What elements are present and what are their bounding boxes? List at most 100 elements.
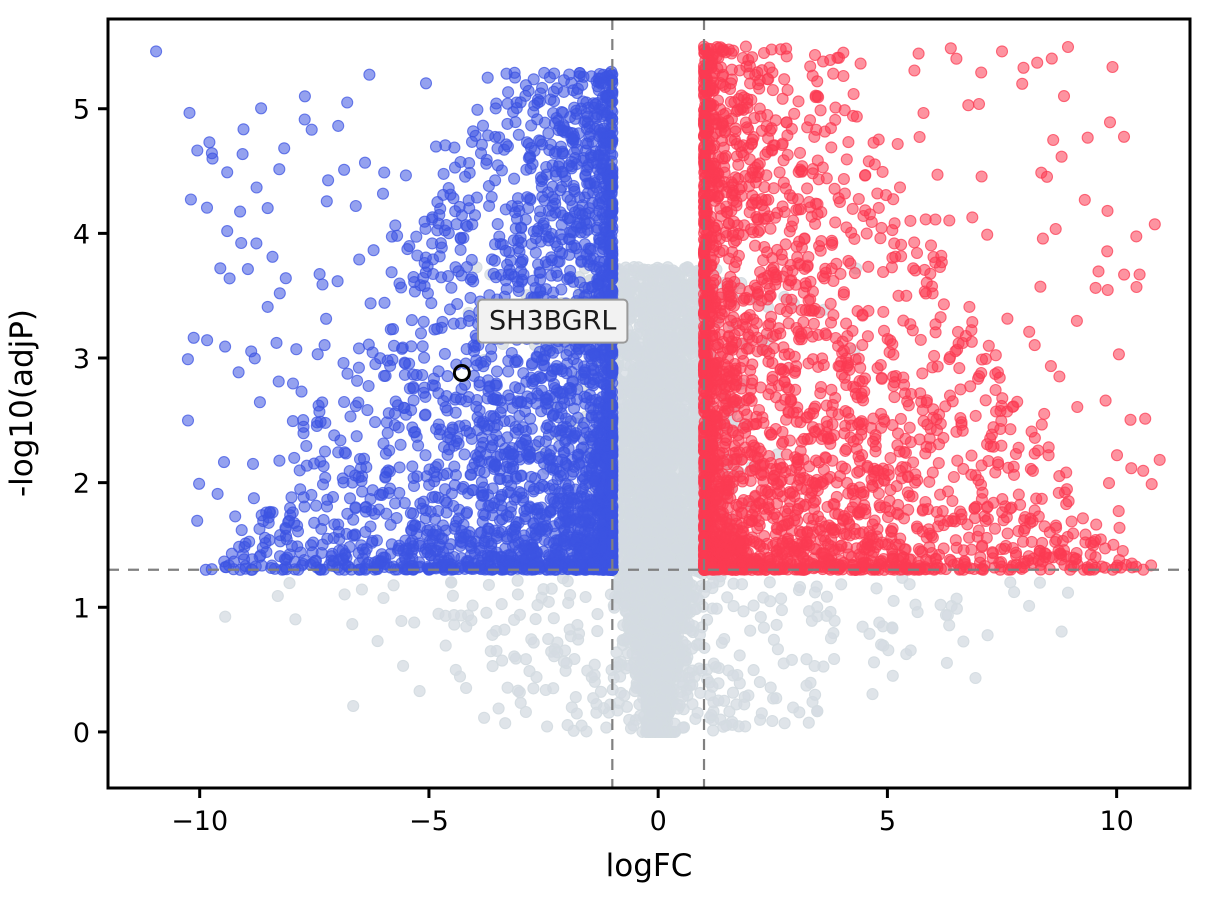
- scatter-point: [678, 328, 691, 341]
- scatter-point: [755, 707, 768, 720]
- scatter-point: [957, 635, 970, 648]
- scatter-point: [508, 613, 521, 626]
- scatter-point: [630, 434, 643, 447]
- scatter-point: [408, 616, 421, 629]
- scatter-point: [934, 598, 947, 611]
- scatter-point: [662, 399, 675, 412]
- scatter-point: [285, 491, 298, 504]
- scatter-point: [1004, 576, 1017, 589]
- scatter-point: [646, 420, 659, 433]
- scatter-point: [478, 711, 491, 724]
- scatter-point: [969, 671, 982, 685]
- scatter-point: [567, 724, 580, 737]
- scatter-point: [824, 632, 838, 645]
- scatter-point: [663, 552, 676, 565]
- scatter-point: [569, 691, 582, 704]
- scatter-point: [718, 694, 731, 707]
- scatter-point: [387, 579, 400, 592]
- scatter-point: [668, 630, 681, 643]
- scatter-point: [670, 698, 683, 711]
- scatter-point: [886, 669, 899, 682]
- scatter-point: [618, 435, 631, 449]
- scatter-point: [397, 659, 410, 672]
- scatter-point: [627, 719, 640, 732]
- scatter-point: [482, 578, 495, 591]
- scatter-point: [572, 627, 586, 640]
- scatter-point: [877, 639, 890, 652]
- scatter-point: [645, 720, 659, 734]
- scatter-point: [514, 696, 527, 709]
- scatter-point: [721, 591, 734, 604]
- scatter-point: [800, 653, 813, 666]
- scatter-point: [682, 671, 695, 685]
- scatter-point: [939, 608, 953, 622]
- scatter-point: [1061, 586, 1075, 599]
- scatter-point: [735, 578, 749, 591]
- scatter-point: [508, 650, 521, 663]
- scatter-point: [636, 466, 649, 479]
- scatter-point: [682, 617, 695, 630]
- scatter-point: [678, 530, 691, 543]
- scatter-point: [665, 345, 678, 358]
- scatter-point: [747, 599, 760, 612]
- scatter-point: [480, 606, 493, 619]
- scatter-point: [775, 604, 788, 617]
- scatter-point: [1055, 625, 1068, 638]
- scatter-point: [793, 581, 807, 594]
- scatter-point: [866, 688, 879, 701]
- scatter-point: [633, 320, 646, 333]
- scatter-point: [541, 720, 554, 733]
- scatter-point: [943, 619, 956, 632]
- scatter-point: [562, 596, 575, 609]
- scatter-point: [371, 635, 384, 648]
- scatter-point: [641, 445, 654, 458]
- scatter-point: [940, 656, 953, 669]
- scatter-point: [406, 460, 419, 473]
- scatter-point: [687, 313, 700, 326]
- scatter-point: [811, 705, 824, 718]
- scatter-point: [580, 725, 593, 738]
- scatter-point: [669, 543, 682, 556]
- scatter-point: [870, 582, 883, 595]
- scatter-point: [620, 700, 633, 713]
- scatter-point: [777, 657, 790, 670]
- scatter-point: [560, 657, 573, 670]
- scatter-point: [591, 608, 604, 621]
- scatter-point: [618, 599, 631, 612]
- scatter-point: [695, 664, 708, 677]
- scatter-point: [726, 686, 740, 699]
- scatter-point: [660, 613, 673, 626]
- scatter-point: [981, 629, 994, 642]
- scatter-point: [462, 609, 475, 622]
- scatter-point: [685, 551, 698, 564]
- scatter-point: [413, 685, 426, 698]
- scatter-point: [570, 707, 583, 720]
- scatter-point: [718, 632, 731, 646]
- scatter-point: [723, 705, 736, 718]
- scatter-point: [671, 432, 685, 445]
- scatter-point: [661, 669, 674, 682]
- scatter-point: [635, 406, 649, 419]
- scatter-point: [511, 588, 524, 601]
- scatter-point: [763, 576, 776, 589]
- scatter-point: [641, 277, 655, 290]
- scatter-point: [537, 583, 550, 596]
- scatter-point: [631, 367, 644, 380]
- scatter-point: [828, 614, 841, 627]
- scatter-point: [887, 594, 900, 607]
- scatter-point: [619, 495, 632, 508]
- scatter-point: [640, 525, 653, 538]
- scatter-point: [283, 577, 296, 590]
- scatter-point: [680, 570, 693, 583]
- scatter-point: [651, 304, 664, 317]
- scatter-point: [803, 605, 816, 618]
- scatter-point: [618, 689, 631, 702]
- scatter-point: [587, 692, 600, 705]
- scatter-point: [633, 698, 646, 711]
- scatter-point: [460, 681, 473, 695]
- scatter-point: [641, 348, 654, 361]
- scatter-point: [900, 648, 913, 661]
- scatter-point: [669, 280, 682, 294]
- scatter-point: [511, 574, 524, 587]
- scatter-point: [747, 664, 760, 677]
